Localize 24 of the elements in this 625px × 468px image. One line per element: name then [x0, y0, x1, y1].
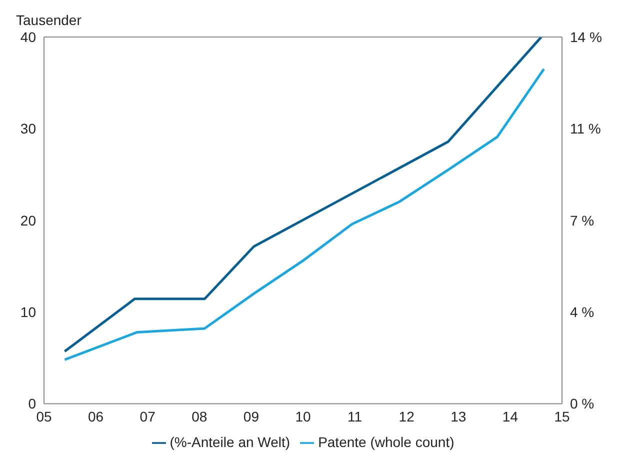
y2-tick-label: 11 % — [570, 120, 601, 137]
y-tick-label: 0 — [28, 396, 36, 412]
y2-tick-label: 4 % — [570, 304, 594, 320]
y-tick-label: 20 — [20, 212, 36, 228]
legend-label: (%-Anteile an Welt) — [170, 434, 290, 450]
x-tick-label: 14 — [502, 408, 518, 425]
x-tick-label: 08 — [192, 408, 208, 425]
x-tick-label: 07 — [140, 408, 156, 425]
y2-tick-label: 14 % — [570, 28, 602, 45]
y-axis-title: Tausender — [16, 12, 82, 28]
y-tick-label: 40 — [20, 28, 36, 45]
y-tick-label: 10 — [20, 304, 36, 320]
x-tick-label: 12 — [398, 408, 415, 425]
x-tick-label: 09 — [243, 408, 260, 425]
y2-tick-label: 7 % — [570, 212, 594, 228]
y2-tick-label: 0 % — [570, 396, 594, 412]
y-tick-label: 30 — [20, 120, 36, 137]
x-tick-label: 11 — [348, 408, 362, 425]
x-tick-label: 05 — [36, 408, 52, 425]
x-tick-label: 06 — [88, 408, 104, 425]
x-tick-label: 15 — [554, 408, 570, 425]
x-tick-label: 10 — [295, 408, 311, 425]
x-tick-label: 13 — [450, 408, 466, 425]
legend-label: Patente (whole count) — [318, 434, 454, 450]
